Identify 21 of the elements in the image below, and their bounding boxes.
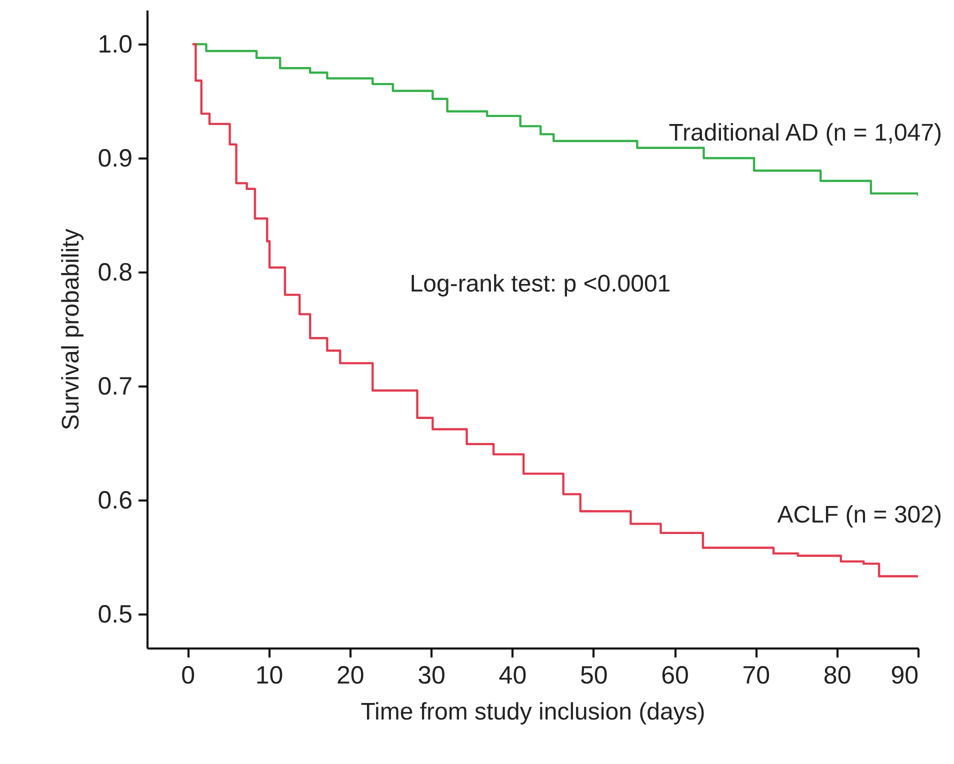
y-tick-label: 0.6 xyxy=(98,486,132,514)
series-label: Traditional AD (n = 1,047) xyxy=(668,120,942,147)
y-tick-label: 0.7 xyxy=(98,372,132,400)
y-tick-label: 0.8 xyxy=(98,258,132,287)
y-tick-label: 1.0 xyxy=(98,30,132,59)
x-tick-label: 80 xyxy=(823,662,852,690)
y-axis-title: Survival probability xyxy=(58,228,85,430)
x-tick-label: 50 xyxy=(580,662,608,690)
x-tick-label: 70 xyxy=(742,662,770,690)
x-tick-label: 0 xyxy=(181,662,196,690)
annotation: Log-rank test: p <0.0001 xyxy=(410,270,671,298)
x-tick-label: 20 xyxy=(336,662,364,690)
x-tick-label: 30 xyxy=(418,662,446,690)
x-tick-label: 40 xyxy=(498,662,527,690)
x-tick-label: 60 xyxy=(661,662,689,690)
x-tick-label: 90 xyxy=(890,662,918,690)
x-axis-title: Time from study inclusion (days) xyxy=(360,698,706,726)
y-tick-label: 0.5 xyxy=(98,600,132,628)
x-tick-label: 10 xyxy=(255,662,284,690)
y-tick-label: 0.9 xyxy=(98,144,132,173)
series-label: ACLF (n = 302) xyxy=(777,501,942,528)
